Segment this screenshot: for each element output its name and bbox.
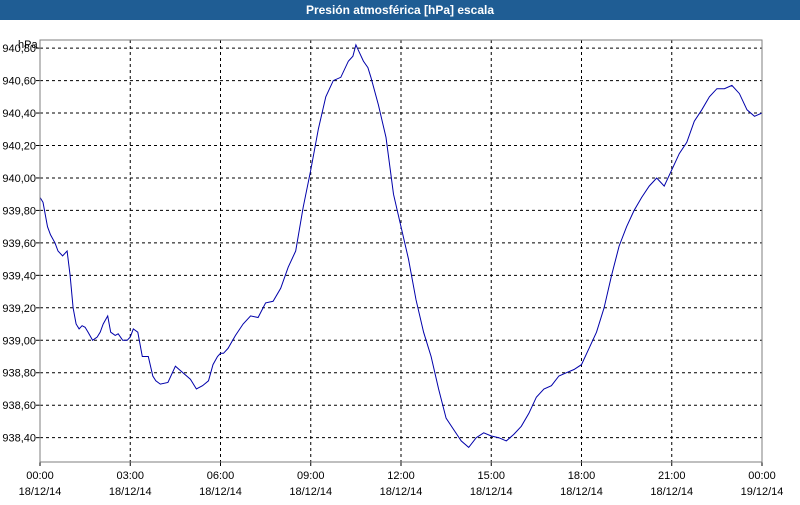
y-tick-label: 939,20	[2, 303, 36, 315]
plot-frame	[39, 39, 763, 463]
chart-area: 938,40 938,60 938,80 939,00 939,20 939,40 939,…	[0, 20, 800, 500]
x-tick-label-time: 09:00	[297, 470, 325, 482]
x-tick-label-date: 18/12/14	[19, 486, 62, 498]
x-tick-label-date: 18/12/14	[470, 486, 513, 498]
y-tick-label: 940,20	[2, 141, 36, 153]
x-tick-label-date: 18/12/14	[109, 486, 152, 498]
grid-lines	[40, 40, 762, 462]
y-tick-label: 939,40	[2, 270, 36, 282]
y-axis-ticks: 938,40 938,60 938,80 939,00 939,20 939,40 939,…	[2, 43, 40, 445]
x-tick-label-date: 18/12/14	[380, 486, 423, 498]
y-tick-label: 938,60	[2, 400, 36, 412]
chart-title: Presión atmosférica [hPa] escala	[0, 0, 800, 20]
x-tick-label-time: 06:00	[207, 470, 235, 482]
x-tick-label-time: 15:00	[477, 470, 505, 482]
y-tick-label: 940,40	[2, 108, 36, 120]
pressure-line-chart: 938,40 938,60 938,80 939,00 939,20 939,40 939,…	[2, 39, 784, 498]
x-tick-label-time: 00:00	[26, 470, 54, 482]
pressure-series-line	[39, 43, 763, 449]
y-tick-label: 939,80	[2, 205, 36, 217]
y-tick-label: 940,60	[2, 76, 36, 88]
y-tick-label: 940,80	[2, 43, 36, 55]
x-axis-ticks: 00:00 18/12/14 03:00 18/12/14 06:00 18/12/14 0…	[19, 462, 784, 498]
x-tick-label-date: 18/12/14	[199, 486, 242, 498]
y-axis-unit-label: hPa	[18, 39, 38, 51]
x-tick-label-date: 18/12/14	[650, 486, 693, 498]
y-tick-label: 939,60	[2, 238, 36, 250]
y-tick-label: 940,00	[2, 173, 36, 185]
x-tick-label-time: 12:00	[387, 470, 415, 482]
y-tick-label: 939,00	[2, 335, 36, 347]
x-tick-label-time: 21:00	[658, 470, 686, 482]
x-tick-label-time: 18:00	[568, 470, 596, 482]
y-tick-label: 938,80	[2, 368, 36, 380]
x-tick-label-time: 00:00	[748, 470, 776, 482]
x-tick-label-date: 18/12/14	[560, 486, 603, 498]
y-tick-label: 938,40	[2, 433, 36, 445]
x-tick-label-date: 19/12/14	[741, 486, 784, 498]
x-tick-label-date: 18/12/14	[289, 486, 332, 498]
x-tick-label-time: 03:00	[116, 470, 144, 482]
